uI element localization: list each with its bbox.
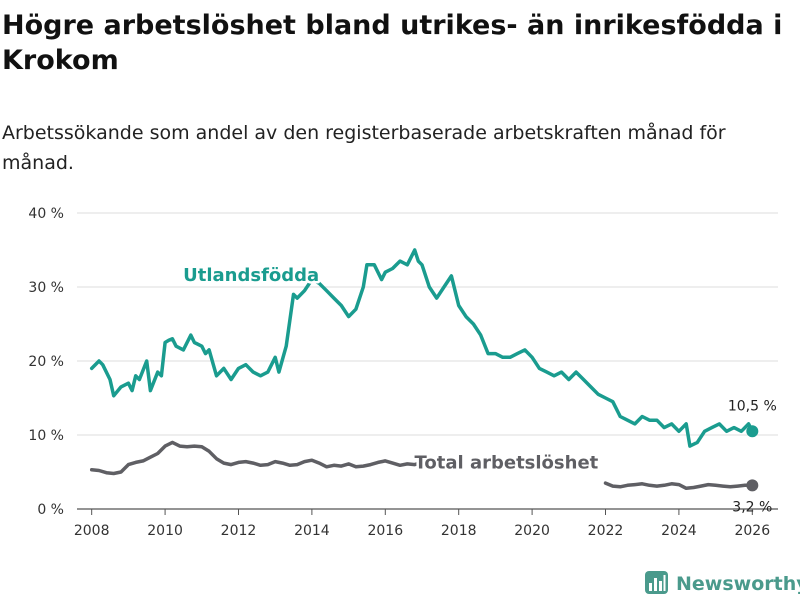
series-label: Utlandsfödda xyxy=(183,265,319,286)
end-value-label: 10,5 % xyxy=(728,398,777,414)
series-line xyxy=(89,440,432,476)
chart-subtitle: Arbetssökande som andel av den registerb… xyxy=(2,122,726,174)
series-layer xyxy=(89,248,759,492)
series-label-halo: Total arbetslöshet xyxy=(415,452,599,473)
y-tick-label: 0 % xyxy=(37,502,64,518)
y-tick-label: 30 % xyxy=(28,280,64,296)
series-label-halo: Utlandsfödda xyxy=(183,265,319,286)
x-tick-label: 2012 xyxy=(221,523,257,539)
x-tick-label: 2014 xyxy=(294,523,330,539)
series-label: Total arbetslöshet xyxy=(415,452,599,473)
brand-logo: Newsworthy xyxy=(645,571,800,595)
x-tick-label: 2022 xyxy=(588,523,624,539)
end-value-label: 3,2 % xyxy=(732,499,772,515)
axis-layer: 0 % 10 % 20 % 30 % 40 % 2008 2010 2012 2014 2016 2… xyxy=(28,206,770,539)
newsworthy-logo-icon xyxy=(645,571,668,594)
series-line xyxy=(89,248,755,448)
x-tick-label: 2018 xyxy=(441,523,477,539)
label-layer: 10,5 %3,2 %UtlandsföddaUtlandsföddaTotal… xyxy=(181,263,777,516)
series-line xyxy=(603,481,755,491)
y-tick-label: 10 % xyxy=(28,428,64,444)
series-endpoint-marker xyxy=(746,479,759,492)
brand-name: Newsworthy xyxy=(676,573,800,595)
chart-title: Högre arbetslöshet bland utrikes- än inr… xyxy=(2,10,783,76)
y-tick-label: 40 % xyxy=(28,206,64,222)
x-tick-label: 2020 xyxy=(514,523,550,539)
x-tick-label: 2016 xyxy=(367,523,403,539)
x-tick-label: 2008 xyxy=(74,523,110,539)
x-tick-label: 2026 xyxy=(734,523,770,539)
y-tick-label: 20 % xyxy=(28,354,64,370)
x-tick-label: 2024 xyxy=(661,523,697,539)
x-tick-label: 2010 xyxy=(147,523,183,539)
series-endpoint-marker xyxy=(746,425,759,438)
